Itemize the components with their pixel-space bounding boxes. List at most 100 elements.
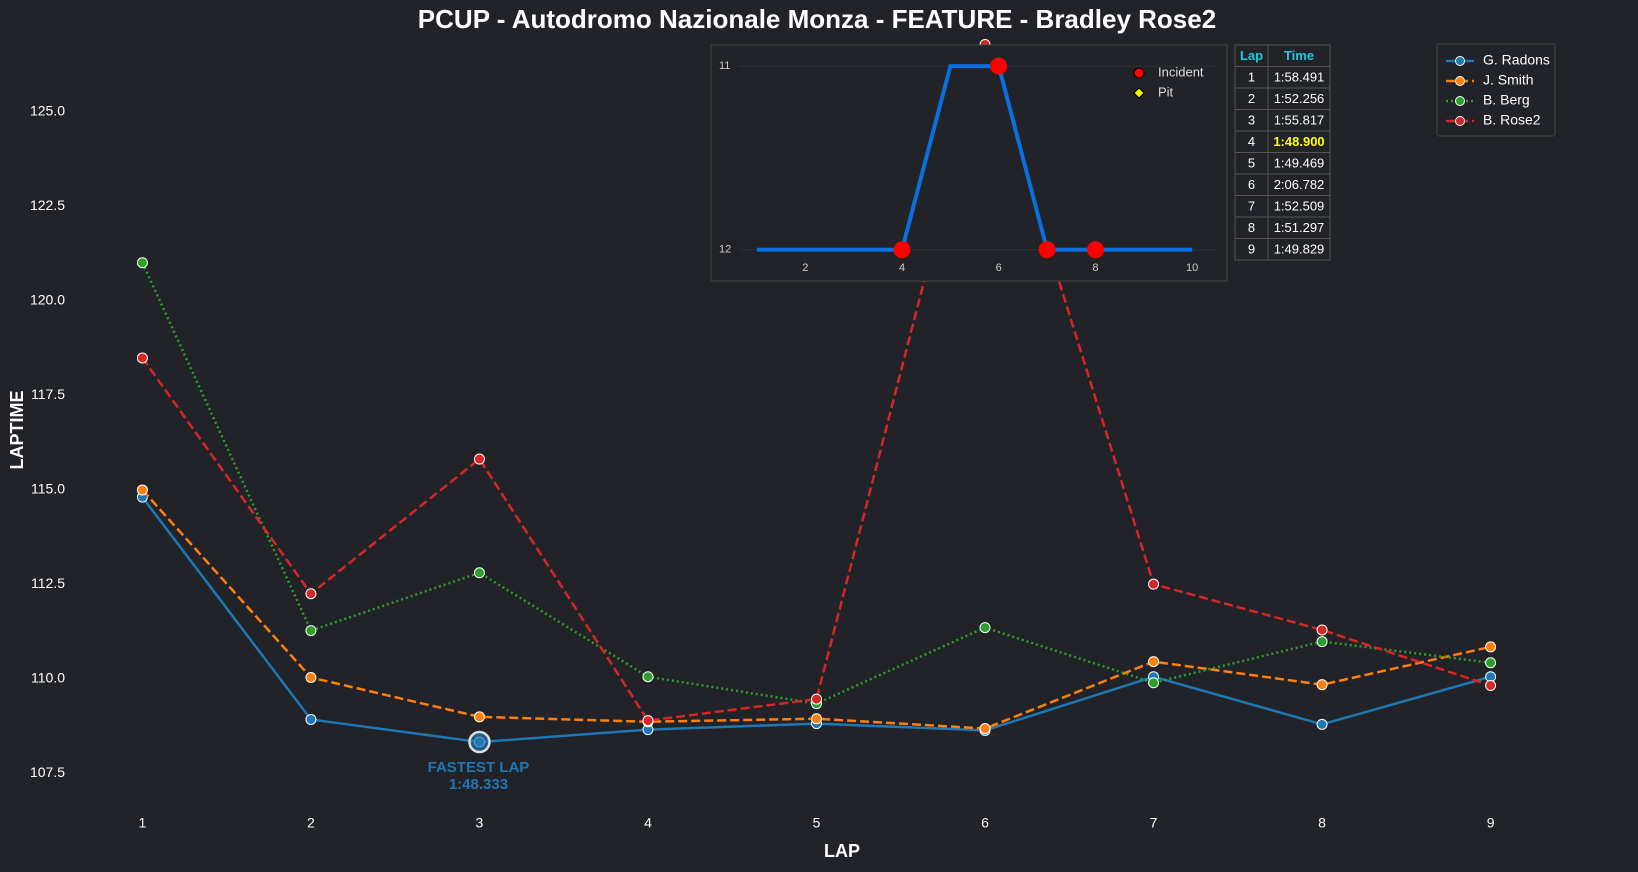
table-cell-text: 3 xyxy=(1248,113,1255,128)
inset-background xyxy=(710,44,1228,282)
inset-x-tick-label: 2 xyxy=(802,262,808,274)
point xyxy=(1148,578,1160,590)
x-tick-label: 6 xyxy=(981,815,989,831)
point xyxy=(136,257,148,269)
series-line xyxy=(141,39,1491,722)
x-tick-label: 7 xyxy=(1150,815,1158,831)
table-cell-text: 9 xyxy=(1248,242,1255,257)
point xyxy=(1148,656,1160,668)
point xyxy=(642,715,654,727)
legend-label: J. Smith xyxy=(1483,72,1534,88)
point xyxy=(305,713,317,725)
table-cell-text: 1:52.256 xyxy=(1274,91,1325,106)
inset-y-tick-label: 12 xyxy=(719,244,731,256)
y-tick-label: 107.5 xyxy=(30,764,65,780)
point xyxy=(1485,657,1497,669)
table-cell-text: 1:51.297 xyxy=(1274,220,1325,235)
x-axis-label: LAP xyxy=(824,841,860,861)
point xyxy=(136,352,148,364)
table-cell-text: 1:52.509 xyxy=(1274,199,1325,214)
point xyxy=(1485,679,1497,691)
table-cell-text: 1:49.829 xyxy=(1274,242,1325,257)
point xyxy=(1316,624,1328,636)
inset-x-tick-label: 10 xyxy=(1186,262,1198,274)
table-cell-text: 5 xyxy=(1248,156,1255,171)
y-tick-label: 117.5 xyxy=(31,386,65,402)
x-tick-label: 1 xyxy=(139,815,147,831)
chart-title: PCUP - Autodromo Nazionale Monza - FEATU… xyxy=(418,4,1216,34)
marker xyxy=(1086,241,1104,259)
point xyxy=(979,622,991,634)
marker xyxy=(1133,67,1145,79)
x-tick-label: 3 xyxy=(476,815,484,831)
point xyxy=(811,713,822,725)
x-tick-label: 2 xyxy=(307,815,315,831)
marker xyxy=(1038,241,1056,259)
annotation-text: FASTEST LAP xyxy=(428,759,530,776)
series-line xyxy=(141,489,1491,730)
y-tick-label: 112.5 xyxy=(31,575,65,591)
table-cell-text: 6 xyxy=(1248,177,1255,192)
point xyxy=(136,484,148,496)
series-line xyxy=(141,262,1491,705)
inset-legend-label: Incident xyxy=(1158,64,1204,79)
marker xyxy=(990,57,1008,75)
table-header: Lap xyxy=(1240,48,1263,63)
legend-marker xyxy=(1455,76,1465,86)
y-axis-label: LAPTIME xyxy=(7,391,27,470)
legend-label: B. Berg xyxy=(1483,92,1530,108)
table-cell-text: 8 xyxy=(1248,220,1255,235)
point xyxy=(642,671,654,683)
table-header: Time xyxy=(1284,48,1314,63)
inset-x-tick-label: 6 xyxy=(996,262,1002,274)
inset: 11 12 2 4 6 8 10 Incident Pit xyxy=(719,57,1217,274)
series-line xyxy=(756,64,1193,252)
legend-marker xyxy=(1455,96,1465,106)
table-cell-text: 1:48.900 xyxy=(1273,134,1324,149)
table-cell-text: 1:49.469 xyxy=(1274,156,1325,171)
y-tick-label: 110.0 xyxy=(31,670,65,686)
point xyxy=(305,671,317,683)
marker xyxy=(1133,87,1145,99)
point xyxy=(811,693,822,705)
x-tick-label: 8 xyxy=(1318,815,1326,831)
legend-label: G. Radons xyxy=(1483,52,1550,68)
x-tick-label: 5 xyxy=(813,815,821,831)
point xyxy=(473,711,485,723)
table-cell xyxy=(1267,238,1331,261)
point xyxy=(473,567,485,579)
point xyxy=(1485,641,1497,653)
legend-marker xyxy=(1455,116,1465,126)
fastest-lap-marker xyxy=(468,730,491,754)
table-cell-text: 7 xyxy=(1248,199,1255,214)
inset-legend-label: Pit xyxy=(1158,84,1174,99)
table-cell-text: 1:55.817 xyxy=(1274,113,1325,128)
table-cell-text: 2 xyxy=(1248,91,1255,106)
x-tick-label: 9 xyxy=(1487,815,1495,831)
marker xyxy=(893,241,911,259)
inset-x-tick-label: 4 xyxy=(899,262,905,274)
inset-x-tick-label: 8 xyxy=(1092,262,1098,274)
annotation-text: 1:48.333 xyxy=(449,776,508,793)
point xyxy=(1316,718,1328,730)
inset-y-tick-label: 11 xyxy=(719,60,730,72)
x-tick-label: 4 xyxy=(644,815,652,831)
table-cell-text: 4 xyxy=(1248,134,1255,149)
y-tick-label: 122.5 xyxy=(30,197,65,213)
point xyxy=(305,588,317,600)
point xyxy=(1148,677,1160,689)
point xyxy=(1316,636,1328,648)
point xyxy=(305,625,317,637)
y-tick-label: 125.0 xyxy=(30,103,65,119)
legend-marker xyxy=(1455,56,1465,66)
table-cell-text: 1:58.491 xyxy=(1274,70,1325,85)
table-cell-text: 2:06.782 xyxy=(1274,177,1325,192)
point xyxy=(473,453,485,465)
y-tick-label: 115.0 xyxy=(31,481,65,497)
point xyxy=(1316,679,1328,691)
legend-label: B. Rose2 xyxy=(1483,112,1541,128)
legend-box xyxy=(1436,43,1556,137)
y-tick-label: 120.0 xyxy=(30,292,65,308)
